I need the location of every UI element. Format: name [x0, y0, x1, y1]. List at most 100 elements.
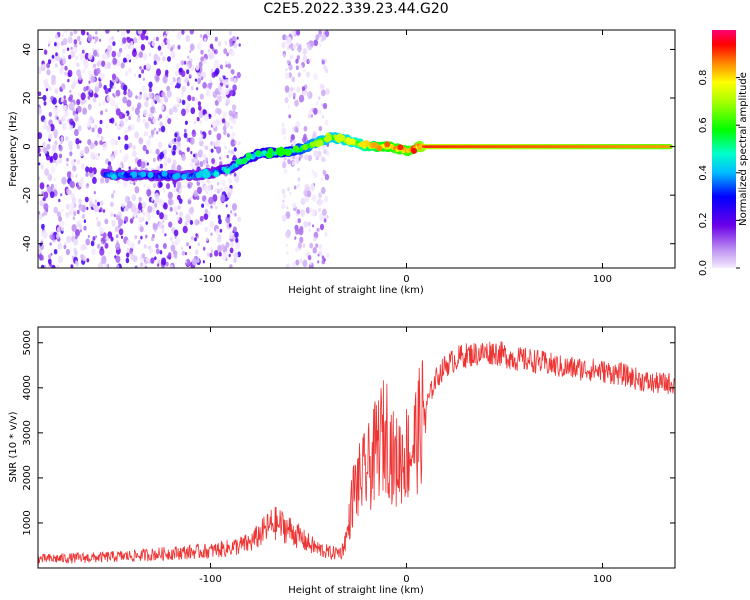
noise-speckle: [96, 133, 100, 139]
noise-speckle: [101, 52, 108, 61]
noise-speckle: [317, 253, 320, 257]
noise-speckle: [212, 90, 218, 99]
noise-speckle: [151, 197, 154, 202]
noise-speckle: [199, 136, 203, 142]
noise-speckle: [285, 243, 288, 247]
noise-speckle: [225, 63, 228, 68]
noise-speckle: [48, 111, 52, 117]
noise-speckle: [297, 177, 301, 182]
noise-speckle: [91, 127, 95, 133]
noise-speckle: [224, 251, 228, 258]
noise-speckle: [185, 260, 188, 264]
noise-speckle: [52, 152, 58, 161]
noise-speckle: [85, 172, 89, 177]
noise-speckle: [69, 151, 73, 157]
noise-speckle: [87, 95, 91, 100]
noise-speckle: [135, 95, 138, 100]
noise-speckle: [199, 120, 202, 124]
noise-speckle: [173, 229, 179, 237]
noise-speckle: [170, 80, 174, 86]
noise-speckle: [75, 234, 78, 240]
noise-speckle: [157, 45, 162, 51]
noise-speckle: [139, 91, 142, 95]
noise-speckle: [198, 149, 203, 157]
noise-speckle: [187, 82, 190, 87]
spectrogram-noise: [38, 30, 330, 268]
noise-speckle: [225, 61, 228, 65]
noise-speckle: [322, 34, 327, 41]
snr-plot-area: [38, 341, 675, 565]
y-tick-label: 5000: [22, 330, 33, 355]
noise-speckle: [230, 125, 233, 129]
noise-speckle: [110, 201, 114, 207]
noise-speckle: [73, 39, 78, 45]
noise-speckle: [191, 258, 197, 266]
noise-speckle: [61, 176, 67, 185]
noise-speckle: [42, 63, 45, 68]
noise-speckle: [58, 157, 63, 164]
noise-speckle: [183, 60, 187, 65]
noise-speckle: [304, 196, 309, 203]
noise-speckle: [131, 194, 137, 202]
noise-speckle: [61, 208, 64, 213]
y-tick-label: 2000: [22, 465, 33, 490]
noise-speckle: [313, 39, 318, 47]
noise-speckle: [89, 92, 94, 98]
noise-speckle: [101, 241, 104, 245]
ridge-blob: [292, 145, 299, 152]
noise-speckle: [99, 227, 105, 235]
noise-speckle: [213, 111, 217, 116]
noise-speckle: [87, 34, 93, 42]
ridge-blob: [255, 150, 262, 157]
noise-speckle: [292, 139, 297, 145]
noise-speckle: [45, 208, 49, 212]
noise-speckle: [98, 153, 100, 157]
noise-speckle: [229, 42, 233, 47]
noise-speckle: [66, 163, 69, 167]
noise-speckle: [47, 43, 50, 47]
noise-speckle: [295, 246, 299, 253]
noise-speckle: [38, 210, 41, 215]
noise-speckle: [161, 257, 167, 266]
noise-speckle: [168, 221, 173, 228]
noise-speckle: [133, 37, 138, 44]
noise-speckle: [164, 158, 168, 165]
noise-speckle: [295, 42, 299, 47]
noise-speckle: [324, 231, 328, 237]
noise-speckle: [153, 157, 156, 163]
noise-speckle: [283, 136, 286, 140]
noise-speckle: [115, 242, 121, 251]
noise-speckle: [322, 208, 327, 216]
noise-speckle: [107, 231, 113, 239]
noise-speckle: [221, 92, 226, 99]
noise-speckle: [138, 209, 141, 214]
noise-speckle: [175, 96, 181, 103]
noise-speckle: [142, 52, 148, 61]
noise-speckle: [323, 257, 326, 262]
noise-speckle: [157, 98, 161, 103]
noise-speckle: [122, 180, 128, 188]
noise-speckle: [230, 241, 234, 247]
noise-speckle: [159, 114, 163, 119]
noise-speckle: [236, 36, 239, 40]
noise-speckle: [169, 236, 173, 241]
noise-speckle: [141, 201, 147, 209]
noise-speckle: [148, 92, 153, 99]
noise-speckle: [106, 95, 111, 102]
noise-speckle: [315, 101, 319, 106]
noise-speckle: [60, 136, 64, 142]
noise-speckle: [96, 53, 100, 58]
noise-speckle: [207, 179, 211, 184]
noise-speckle: [157, 56, 161, 62]
noise-speckle: [309, 242, 314, 249]
noise-speckle: [227, 177, 232, 184]
noise-speckle: [145, 234, 148, 239]
noise-speckle: [302, 259, 308, 268]
noise-speckle: [210, 205, 213, 209]
colorbar-tick-label: 0.2: [698, 212, 709, 228]
noise-speckle: [138, 239, 141, 243]
noise-speckle: [39, 182, 45, 190]
noise-speckle: [136, 102, 142, 110]
noise-speckle: [161, 91, 166, 98]
noise-speckle: [140, 235, 143, 240]
